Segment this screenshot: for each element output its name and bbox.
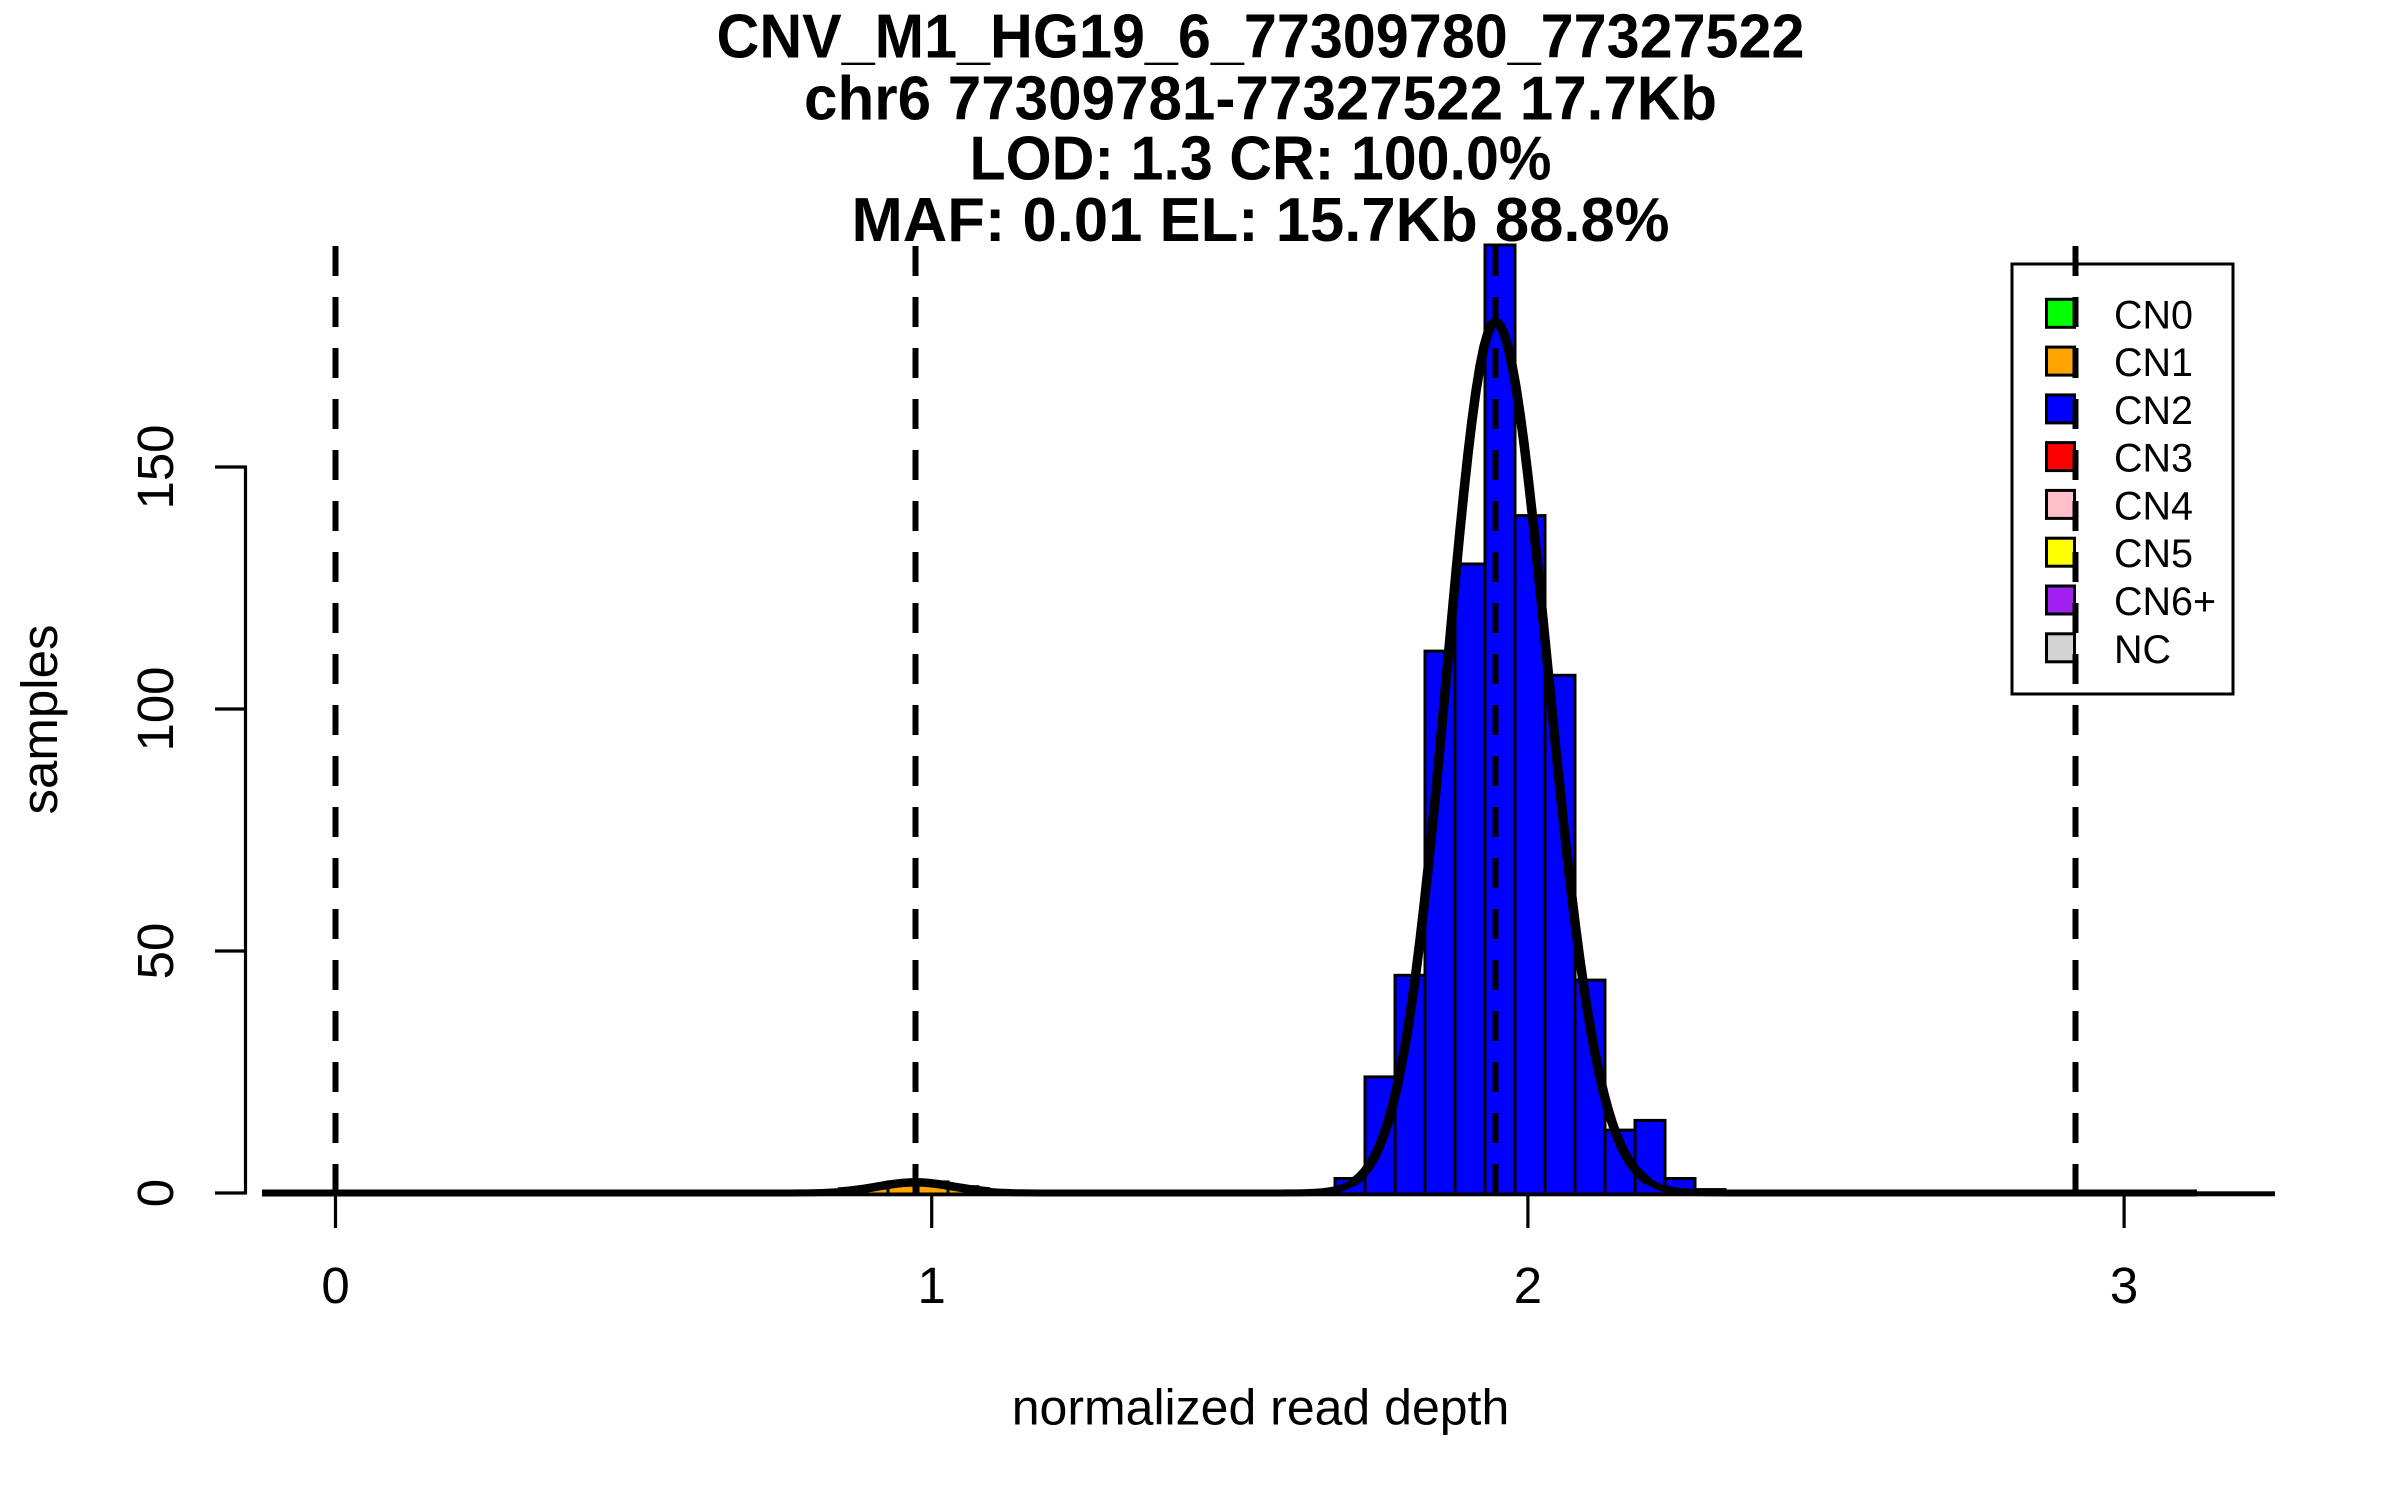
svg-text:NC: NC xyxy=(2114,628,2171,672)
svg-text:0: 0 xyxy=(321,1257,349,1314)
svg-text:CN5: CN5 xyxy=(2114,532,2193,576)
svg-text:3: 3 xyxy=(2110,1257,2138,1314)
svg-text:CN4: CN4 xyxy=(2114,484,2193,528)
svg-text:CN0: CN0 xyxy=(2114,293,2193,337)
svg-text:50: 50 xyxy=(127,923,184,980)
svg-text:CN6+: CN6+ xyxy=(2114,580,2216,624)
svg-text:MAF: 0.01 EL: 15.7Kb 88.8%: MAF: 0.01 EL: 15.7Kb 88.8% xyxy=(852,186,1670,255)
svg-text:1: 1 xyxy=(918,1257,946,1314)
svg-text:LOD: 1.3 CR: 100.0%: LOD: 1.3 CR: 100.0% xyxy=(970,125,1552,194)
svg-text:normalized read depth: normalized read depth xyxy=(1012,1380,1510,1436)
svg-text:CN1: CN1 xyxy=(2114,341,2193,385)
svg-text:samples: samples xyxy=(11,625,68,815)
svg-text:100: 100 xyxy=(127,666,184,751)
svg-text:CN2: CN2 xyxy=(2114,389,2193,433)
svg-text:chr6 77309781-77327522 17.7Kb: chr6 77309781-77327522 17.7Kb xyxy=(804,65,1717,134)
svg-text:2: 2 xyxy=(1514,1257,1542,1314)
svg-text:150: 150 xyxy=(127,424,184,509)
svg-text:CNV_M1_HG19_6_77309780_7732752: CNV_M1_HG19_6_77309780_77327522 xyxy=(717,3,1805,72)
svg-text:CN3: CN3 xyxy=(2114,437,2193,481)
svg-text:0: 0 xyxy=(127,1179,184,1207)
